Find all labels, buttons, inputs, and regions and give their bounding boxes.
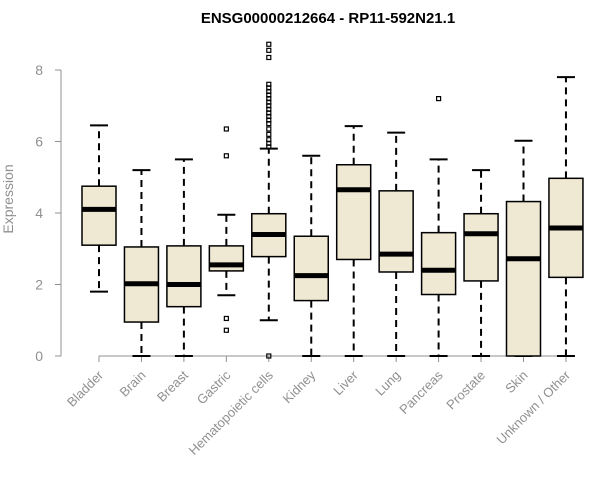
iqr-box xyxy=(81,185,117,246)
y-tick-label: 6 xyxy=(35,134,43,150)
x-tick-label: Gastric xyxy=(194,367,234,407)
outlier-point xyxy=(266,54,272,61)
outlier-point xyxy=(223,315,229,322)
outlier-point xyxy=(266,47,272,53)
box-group xyxy=(123,169,160,357)
outlier-point xyxy=(266,131,272,137)
iqr-box xyxy=(378,190,414,273)
box-group xyxy=(420,95,457,357)
iqr-box xyxy=(293,235,329,302)
y-tick-label: 2 xyxy=(35,277,43,293)
outlier-point xyxy=(266,126,272,132)
box-group xyxy=(548,76,584,357)
chart-title: ENSG00000212664 - RP11-592N21.1 xyxy=(201,10,455,27)
box-group xyxy=(166,158,202,357)
x-tick-label: Brain xyxy=(116,368,148,400)
boxes-group xyxy=(81,41,584,359)
iqr-box xyxy=(420,231,457,296)
x-tick-label: Lung xyxy=(372,368,403,399)
x-tick-label: Pancreas xyxy=(396,367,446,417)
outlier-point xyxy=(266,41,272,47)
outlier-point xyxy=(223,126,229,132)
x-tick-label: Liver xyxy=(330,367,361,398)
box-group xyxy=(463,169,499,357)
x-tick-label: Skin xyxy=(502,368,530,396)
outlier-point xyxy=(266,137,272,143)
box-group xyxy=(81,124,117,293)
iqr-box xyxy=(463,212,499,282)
x-tick-label: Hematopoietic cells xyxy=(186,367,277,458)
box-group xyxy=(335,125,372,357)
y-tick-label: 4 xyxy=(35,205,43,221)
x-tick-label: Bladder xyxy=(64,367,107,410)
iqr-box xyxy=(505,200,542,357)
x-tick-label: Breast xyxy=(154,367,191,404)
outlier-point xyxy=(266,353,272,359)
x-tick-label: Prostate xyxy=(443,368,488,413)
box-group xyxy=(208,126,245,333)
y-tick-label: 0 xyxy=(35,348,43,364)
box-group xyxy=(378,131,414,357)
x-tick-label: Unknown / Other xyxy=(493,367,573,447)
y-tick-label: 8 xyxy=(35,62,43,78)
y-axis-label: Expression xyxy=(0,164,16,233)
outlier-point xyxy=(223,327,229,333)
box-group xyxy=(505,139,542,357)
box-group xyxy=(293,154,329,357)
outlier-point xyxy=(266,81,272,87)
iqr-box xyxy=(335,163,372,261)
outlier-point xyxy=(436,95,442,102)
iqr-box xyxy=(166,245,202,308)
outlier-point xyxy=(223,153,229,159)
box-group xyxy=(251,41,287,359)
x-tick-label: Kidney xyxy=(280,367,319,406)
y-axis: 0 2 4 6 8 xyxy=(35,62,62,364)
